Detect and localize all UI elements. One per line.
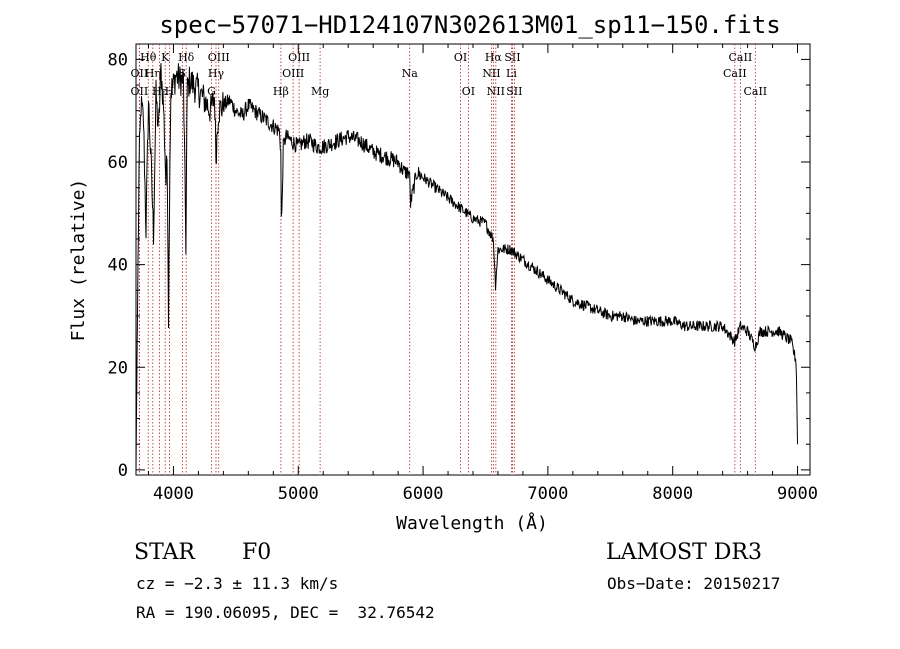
x-tick-label: 8000 [652, 484, 693, 504]
line-label: OIII [288, 51, 310, 64]
line-label: Hβ [273, 85, 289, 98]
x-tick-label: 5000 [278, 484, 319, 504]
line-label: Mg [311, 85, 329, 98]
line-label: OI [462, 85, 475, 98]
axis-ticks: 4000 5000 6000 7000 8000 9000 0 20 40 60 80 [108, 44, 818, 504]
coordinates: RA = 190.06095, DEC = 32.76542 [136, 603, 435, 622]
y-tick-label: 20 [108, 358, 128, 378]
y-tick-label: 40 [108, 256, 128, 276]
x-tick-label: 7000 [527, 484, 568, 504]
line-label: H [165, 85, 175, 98]
y-tick-label: 0 [118, 461, 128, 481]
y-tick-label: 60 [108, 153, 128, 173]
redshift-value: cz = −2.3 ± 11.3 km/s [136, 574, 339, 593]
line-label: CaII [723, 67, 747, 80]
y-axis-label: Flux (relative) [68, 179, 89, 342]
y-tick-label: 80 [108, 50, 128, 70]
x-axis-label: Wavelength (Å) [396, 512, 548, 534]
spectrum-series [135, 63, 798, 470]
line-label: OI [454, 51, 467, 64]
line-label: OIII [208, 51, 230, 64]
chart-title: spec−57071−HD124107N302613M01_sp11−150.f… [159, 11, 780, 39]
line-label: CaII [729, 51, 753, 64]
line-label: OIII [282, 67, 304, 80]
x-tick-label: 6000 [403, 484, 444, 504]
observation-date: Obs−Date: 20150217 [607, 574, 781, 593]
line-label: CaII [743, 85, 767, 98]
object-class: STAR [134, 540, 195, 565]
spectrum-line [135, 63, 798, 470]
line-label: NII [482, 67, 500, 80]
x-tick-label: 9000 [777, 484, 818, 504]
line-label: K [161, 51, 170, 64]
line-label: NII [487, 85, 505, 98]
line-label: OII [131, 85, 149, 98]
x-tick-label: 4000 [153, 484, 194, 504]
line-label: SII [506, 85, 522, 98]
line-label: Hα [485, 51, 503, 64]
line-label: Li [506, 67, 517, 80]
line-label: Hδ [178, 51, 195, 64]
line-label: Hη [145, 67, 161, 80]
line-label: Hγ [208, 67, 225, 80]
object-subclass: F0 [242, 540, 272, 565]
line-label: Hθ [140, 51, 157, 64]
line-label: G [207, 85, 216, 98]
line-label: Na [402, 67, 419, 80]
line-label: SII [504, 51, 520, 64]
survey-name: LAMOST DR3 [606, 540, 762, 565]
